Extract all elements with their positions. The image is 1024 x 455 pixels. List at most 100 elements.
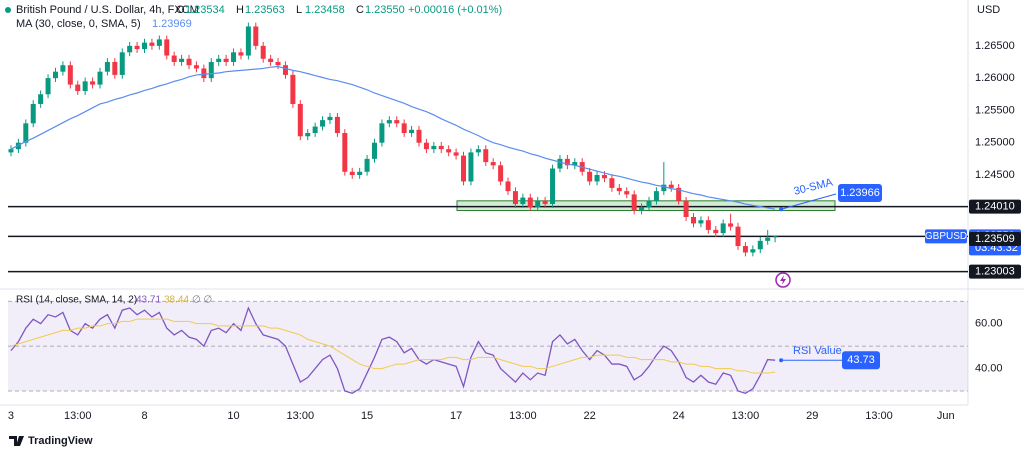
ohlc-value: 1.23458 bbox=[305, 4, 345, 16]
rsi-annotation: RSI Value bbox=[793, 345, 842, 357]
candle-body bbox=[290, 74, 296, 104]
candle-body bbox=[742, 246, 748, 253]
y-tick-label: 1.26000 bbox=[975, 72, 1015, 84]
status-dot bbox=[5, 7, 11, 13]
candle-body bbox=[490, 162, 496, 166]
ohlc-key: L bbox=[296, 4, 302, 16]
candle-body bbox=[208, 61, 214, 79]
change: +0.00016 (+0.01%) bbox=[408, 4, 502, 16]
level-label: 1.23509 bbox=[975, 233, 1015, 245]
x-tick-label: 13:00 bbox=[64, 410, 92, 422]
x-tick-label: 3 bbox=[8, 410, 14, 422]
x-tick-label: 22 bbox=[584, 410, 596, 422]
y-tick-label: 1.24500 bbox=[975, 169, 1015, 181]
candle-body bbox=[475, 149, 481, 153]
candle-body bbox=[653, 191, 659, 201]
candle-body bbox=[631, 194, 637, 211]
candle-body bbox=[171, 55, 177, 62]
candle-body bbox=[757, 240, 763, 250]
candle-body bbox=[624, 191, 630, 195]
candle-body bbox=[231, 52, 237, 62]
candle-body bbox=[97, 71, 103, 85]
candle-body bbox=[253, 26, 259, 46]
sma-value-box bbox=[838, 184, 882, 202]
candle-body bbox=[505, 181, 511, 192]
candle-body bbox=[82, 81, 88, 92]
candle-body bbox=[312, 126, 318, 134]
candle-body bbox=[75, 84, 81, 92]
candle-body bbox=[119, 52, 125, 75]
ohlc-value: 1.23563 bbox=[245, 4, 285, 16]
candle-body bbox=[535, 200, 541, 208]
y-tick-label: 1.26500 bbox=[975, 40, 1015, 52]
candle-body bbox=[297, 103, 303, 137]
candle-body bbox=[461, 155, 467, 182]
candle-body bbox=[90, 81, 96, 85]
candle-body bbox=[38, 94, 44, 104]
plot bbox=[8, 22, 968, 394]
candle-body bbox=[750, 249, 756, 253]
rsi-legend-value: 43.71 bbox=[136, 295, 161, 306]
level-label-box bbox=[969, 231, 1021, 246]
candle-body bbox=[30, 103, 36, 124]
candle-body bbox=[282, 65, 288, 75]
candle-body bbox=[8, 149, 14, 153]
candle-body bbox=[334, 116, 340, 134]
candle-body bbox=[401, 123, 407, 134]
y-tick-label: 1.25000 bbox=[975, 137, 1015, 149]
candle-body bbox=[705, 220, 711, 230]
candle-body bbox=[127, 45, 133, 53]
candle-body bbox=[142, 42, 148, 50]
rsi-tick-label: 60.00 bbox=[975, 318, 1003, 330]
rsi-value: 43.73 bbox=[847, 354, 875, 366]
event-icon[interactable] bbox=[775, 272, 791, 288]
x-tick-label: 8 bbox=[141, 410, 147, 422]
candle-body bbox=[646, 200, 652, 208]
candle-body bbox=[691, 216, 697, 224]
candle-body bbox=[149, 42, 155, 46]
candle-body bbox=[713, 229, 719, 234]
candle-body bbox=[720, 223, 726, 234]
candle-body bbox=[683, 200, 689, 217]
candle-body bbox=[349, 171, 355, 175]
chart-title: British Pound / U.S. Dollar, 4h, FXCM bbox=[16, 4, 199, 16]
symbol-label: GBPUSD bbox=[925, 231, 967, 242]
candle-body bbox=[587, 171, 593, 182]
candle-body bbox=[765, 237, 771, 241]
ma-legend-value: 1.23969 bbox=[152, 18, 192, 30]
symbol-label-box bbox=[925, 229, 967, 244]
candle-body bbox=[453, 152, 459, 156]
sma-arrow-dot bbox=[779, 207, 784, 212]
brand-logo bbox=[9, 436, 24, 446]
candle-body bbox=[327, 116, 333, 121]
candle-body bbox=[446, 149, 452, 153]
candle-body bbox=[416, 129, 422, 143]
candle-body bbox=[179, 58, 185, 62]
candle-body bbox=[772, 236, 778, 238]
candle-body bbox=[305, 133, 311, 137]
candle-body bbox=[394, 120, 400, 124]
ohlc-value: 1.23550 bbox=[365, 4, 405, 16]
candle-body bbox=[498, 165, 504, 182]
x-tick-label: 17 bbox=[450, 410, 462, 422]
candle-body bbox=[357, 171, 363, 175]
ma-legend: MA (30, close, 0, SMA, 5) bbox=[16, 18, 141, 30]
x-tick-label: Jun bbox=[937, 410, 955, 422]
candle-body bbox=[245, 26, 251, 56]
candle-body bbox=[320, 120, 326, 127]
candle-body bbox=[676, 187, 682, 201]
x-tick-label: 29 bbox=[806, 410, 818, 422]
candle-body bbox=[698, 220, 704, 224]
rsi-ma-legend-value: 38.44 bbox=[164, 295, 189, 306]
candle-body bbox=[668, 184, 674, 188]
candle-body bbox=[639, 207, 645, 211]
rsi-legend-extra: ∅ ∅ bbox=[192, 295, 212, 306]
rsi-legend: RSI (14, close, SMA, 14, 2) bbox=[16, 295, 137, 306]
level-label: 1.24010 bbox=[975, 201, 1015, 213]
candle-body bbox=[661, 184, 667, 192]
candle-body bbox=[386, 120, 392, 124]
candle-body bbox=[542, 200, 548, 205]
candle-body bbox=[550, 168, 556, 205]
candle-body bbox=[23, 123, 29, 143]
